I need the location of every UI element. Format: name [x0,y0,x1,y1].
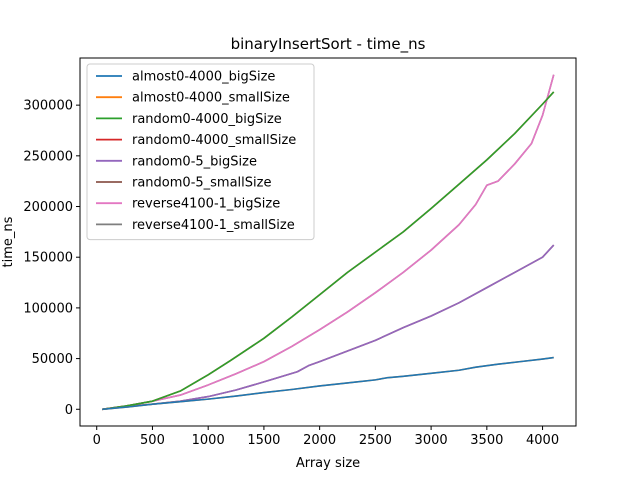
legend: almost0-4000_bigSize almost0-4000_smallSi… [86,63,315,241]
x-tick-label: 3500 [470,433,503,448]
legend-label-almost0-4000-smallsize: almost0-4000_smallSize [132,91,290,106]
series-lines [102,74,555,411]
x-axis: 0 500 1000 1500 2000 2500 3000 3500 4000 [93,426,559,448]
plot-area [79,57,577,427]
series-line-random0-4000-bigsize [102,91,555,411]
legend-label-almost0-4000-bigsize: almost0-4000_bigSize [132,70,275,85]
x-tick-label: 0 [93,433,101,448]
legend-label-random0-5-bigsize: random0-5_bigSize [132,154,257,169]
x-tick-label: 2500 [359,433,392,448]
x-tick-label: 500 [140,433,165,448]
x-tick-label: 4000 [526,433,559,448]
x-axis-label: Array size [296,456,360,471]
legend-label-random0-4000-smallsize: random0-4000_smallSize [132,133,296,148]
y-tick-label: 100000 [23,301,73,316]
y-axis: 0 50000 100000 150000 200000 250000 300000 [23,99,80,418]
x-tick-label: 1500 [247,433,280,448]
series-line-reverse4100-1-bigsize [102,74,555,411]
y-axis-label: time_ns [1,216,16,267]
series-line-almost0-4000-bigsize [102,356,554,411]
y-tick-label: 200000 [23,200,73,215]
y-tick-label: 150000 [23,251,73,266]
legend-label-reverse4100-1-smallsize: reverse4100-1_smallSize [132,218,295,233]
y-tick-label: 0 [65,403,73,418]
y-tick-label: 250000 [23,149,73,164]
y-tick-label: 300000 [23,99,73,114]
legend-label-reverse4100-1-bigsize: reverse4100-1_bigSize [132,197,280,212]
chart-title: binaryInsertSort - time_ns [231,35,426,54]
x-tick-label: 1000 [192,433,225,448]
plot-frame [79,57,577,427]
legend-label-random0-4000-bigsize: random0-4000_bigSize [132,112,282,127]
legend-box [86,63,315,241]
x-tick-label: 2000 [303,433,336,448]
x-tick-label: 3000 [415,433,448,448]
y-tick-label: 50000 [32,352,73,367]
legend-label-random0-5-smallsize: random0-5_smallSize [132,176,271,191]
